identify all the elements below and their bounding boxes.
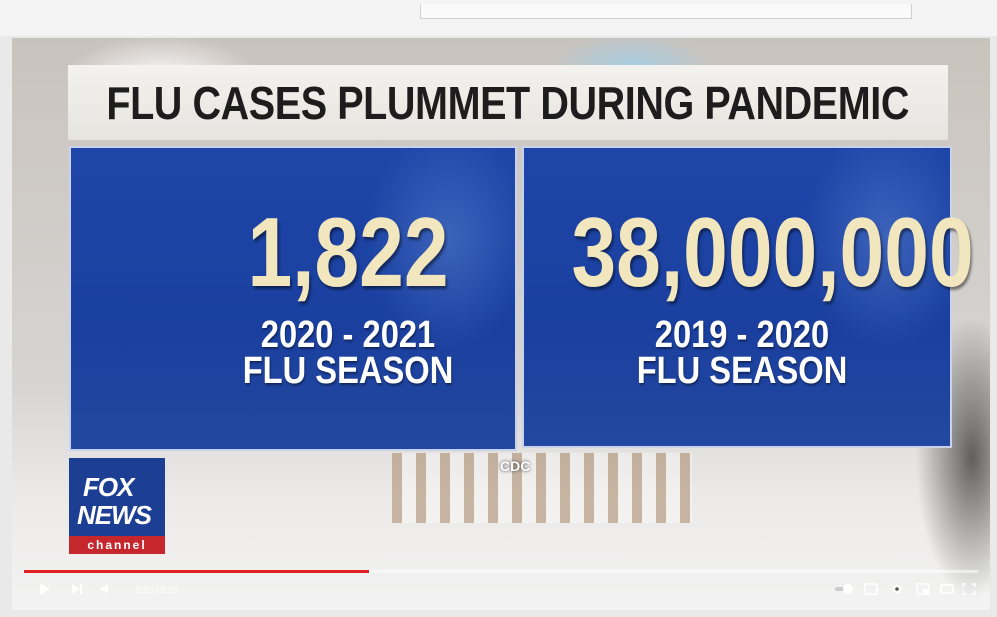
stat-panel: 38,000,000 2019 - 2020 FLU SEASON: [522, 146, 952, 448]
stat-label: FLU SEASON: [563, 352, 921, 390]
miniplayer-button[interactable]: [916, 583, 930, 595]
headline-banner: FLU CASES PLUMMET DURING PANDEMIC: [68, 65, 948, 140]
stat-number: 1,822: [211, 203, 485, 301]
stat-label: FLU SEASON: [204, 352, 491, 390]
settings-button[interactable]: [890, 583, 904, 595]
page: {"graphic": {"title": "FLU CASES PLUMMET…: [0, 0, 997, 617]
progress-played: [24, 570, 369, 573]
source: CDC: [500, 458, 530, 474]
background-tubes: [392, 453, 692, 523]
captions-button[interactable]: [864, 583, 878, 595]
time-display: 2:02 / 5:50: [136, 585, 179, 595]
browser-bar: [0, 0, 997, 36]
player-controls: 2:02 / 5:50: [24, 578, 978, 604]
search-box[interactable]: [420, 4, 912, 19]
video-frame[interactable]: FLU CASES PLUMMET DURING PANDEMIC 1,822 …: [12, 38, 990, 610]
fullscreen-button[interactable]: [962, 583, 976, 595]
stat-years: 2019 - 2020: [563, 316, 921, 354]
stat-panel: 1,822 2020 - 2021 FLU SEASON: [69, 146, 517, 451]
autoplay-toggle[interactable]: [834, 583, 854, 595]
logo-text: FOX: [83, 472, 133, 503]
logo-text: NEWS: [77, 500, 151, 531]
stat-number: 38,000,000: [571, 203, 912, 301]
logo: FOX NEWS channel: [69, 458, 165, 554]
headline: FLU CASES PLUMMET DURING PANDEMIC: [107, 76, 910, 130]
progress-bar[interactable]: [24, 570, 978, 573]
logo-text: channel: [69, 536, 165, 554]
volume-button[interactable]: [100, 583, 114, 595]
theater-button[interactable]: [940, 583, 954, 595]
stat-years: 2020 - 2021: [204, 316, 491, 354]
next-button[interactable]: [70, 583, 84, 595]
play-button[interactable]: [38, 583, 52, 595]
